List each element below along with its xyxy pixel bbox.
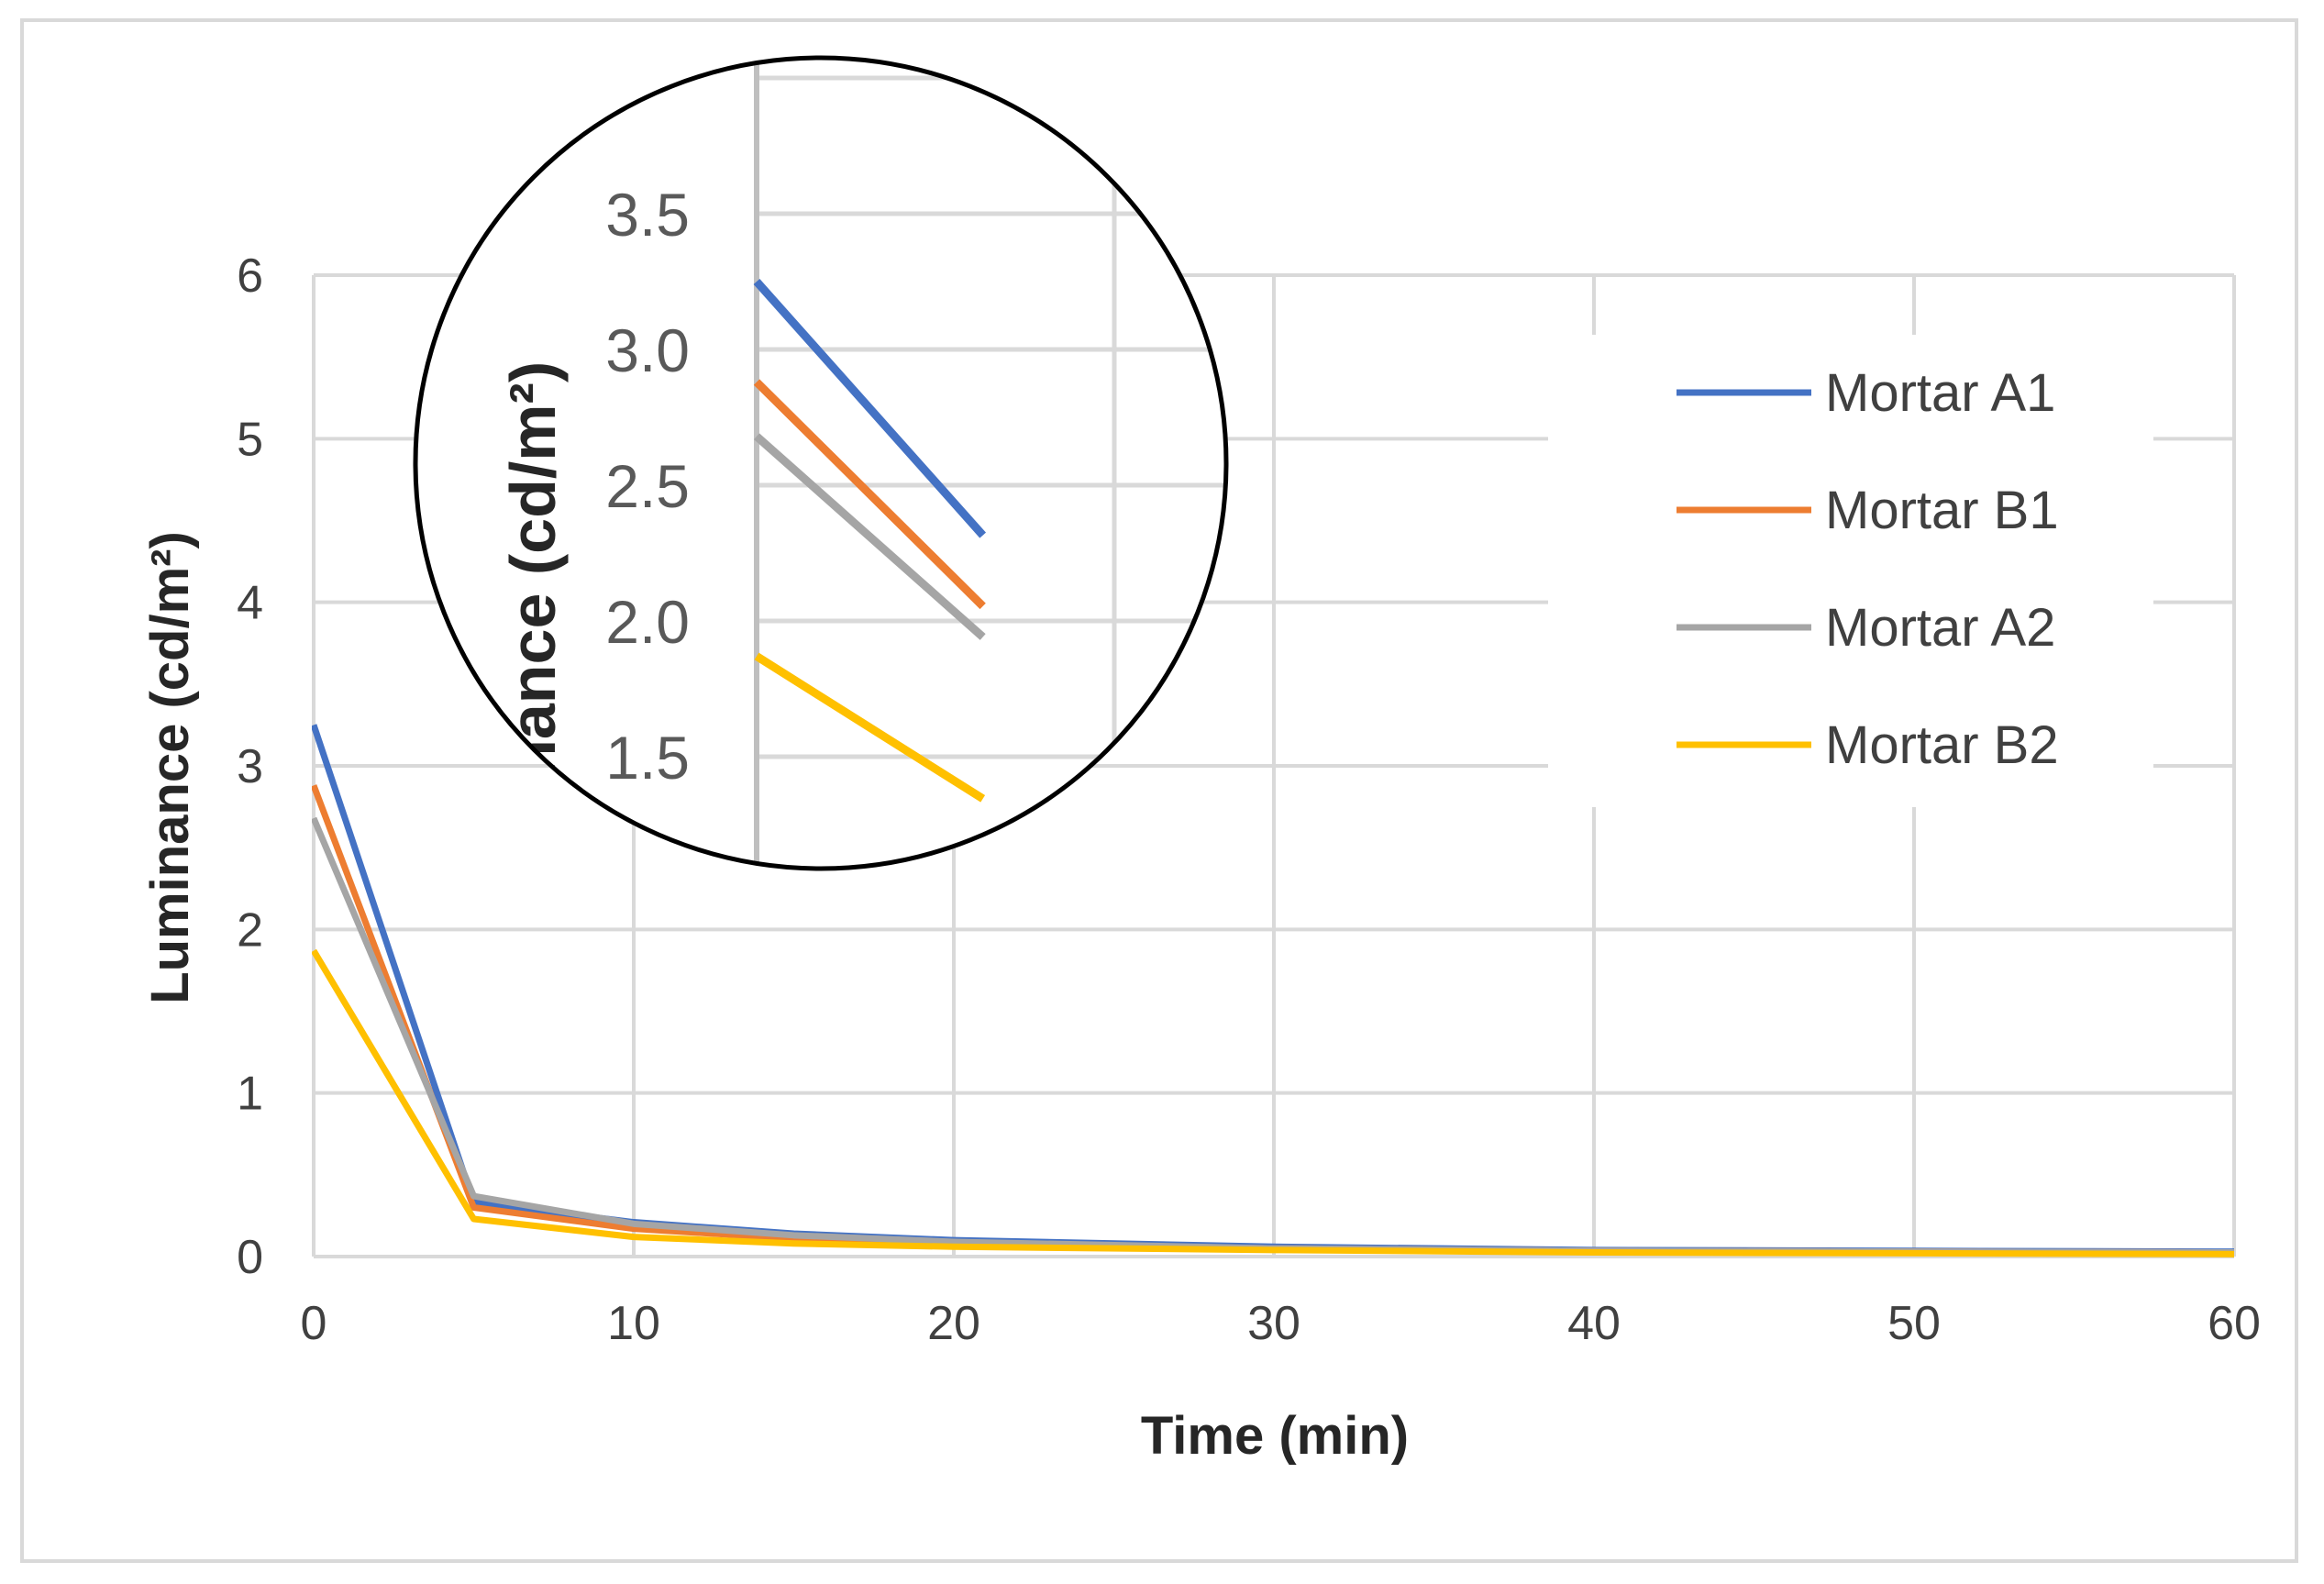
- x-tick-label: 40: [1567, 1297, 1621, 1350]
- zoom-gridlines: [754, 58, 1226, 869]
- zoom-series-line: [753, 279, 987, 538]
- zoom-series-line: [754, 433, 986, 640]
- y-axis-title: Luminance (cd/m²): [140, 531, 200, 1004]
- legend-label: Mortar A2: [1825, 598, 2055, 658]
- legend: Mortar A1 Mortar B1 Mortar A2 Mortar B2: [1677, 363, 2059, 775]
- series-line-mortar-b2: [312, 948, 2235, 1257]
- zoom-y-axis-title: Luminance (cd/m²): [497, 361, 569, 932]
- legend-label: Mortar A1: [1825, 363, 2055, 423]
- y-tick-label: 5: [237, 413, 263, 466]
- zoom-y-tick-label: 2.0: [605, 588, 690, 656]
- zoom-y-ticks: 1.5 2.0 2.5 3.0 3.5: [605, 181, 690, 792]
- zoom-series-lines: [753, 279, 987, 803]
- series-lines: [312, 724, 2235, 1257]
- x-axis-title: Time (min): [1141, 1406, 1409, 1466]
- y-tick-label: 0: [237, 1231, 263, 1284]
- zoom-y-tick-label: 1.5: [605, 724, 690, 792]
- zoom-y-tick-label: 3.0: [605, 316, 690, 384]
- legend-box: [1548, 335, 2153, 807]
- y-tick-label: 1: [237, 1068, 263, 1121]
- x-tick-label: 30: [1247, 1297, 1300, 1350]
- x-tick-label: 50: [1887, 1297, 1941, 1350]
- y-tick-label: 2: [237, 903, 263, 957]
- y-tick-label: 6: [237, 249, 263, 303]
- y-tick-label: 4: [237, 577, 263, 630]
- zoom-y-tick-label: 2.5: [605, 452, 690, 520]
- x-tick-label: 20: [927, 1297, 980, 1350]
- x-axis-ticks: 0 10 20 30 40 50 60: [301, 1297, 2261, 1350]
- zoom-circle-border: [413, 55, 1229, 871]
- y-axis-ticks: 0 1 2 3 4 5 6: [237, 249, 263, 1284]
- zoom-series-line: [753, 379, 986, 610]
- x-tick-label: 10: [607, 1297, 660, 1350]
- x-tick-label: 0: [301, 1297, 327, 1350]
- zoom-inset: 1.5 2.0 2.5 3.0 3.5 Luminance (cd/m²): [413, 55, 1229, 932]
- y-tick-label: 3: [237, 740, 263, 793]
- legend-label: Mortar B1: [1825, 481, 2059, 540]
- legend-label: Mortar B2: [1825, 715, 2059, 775]
- zoom-y-tick-label: 3.5: [605, 181, 690, 249]
- zoom-series-line: [754, 652, 986, 803]
- x-tick-label: 60: [2208, 1297, 2261, 1350]
